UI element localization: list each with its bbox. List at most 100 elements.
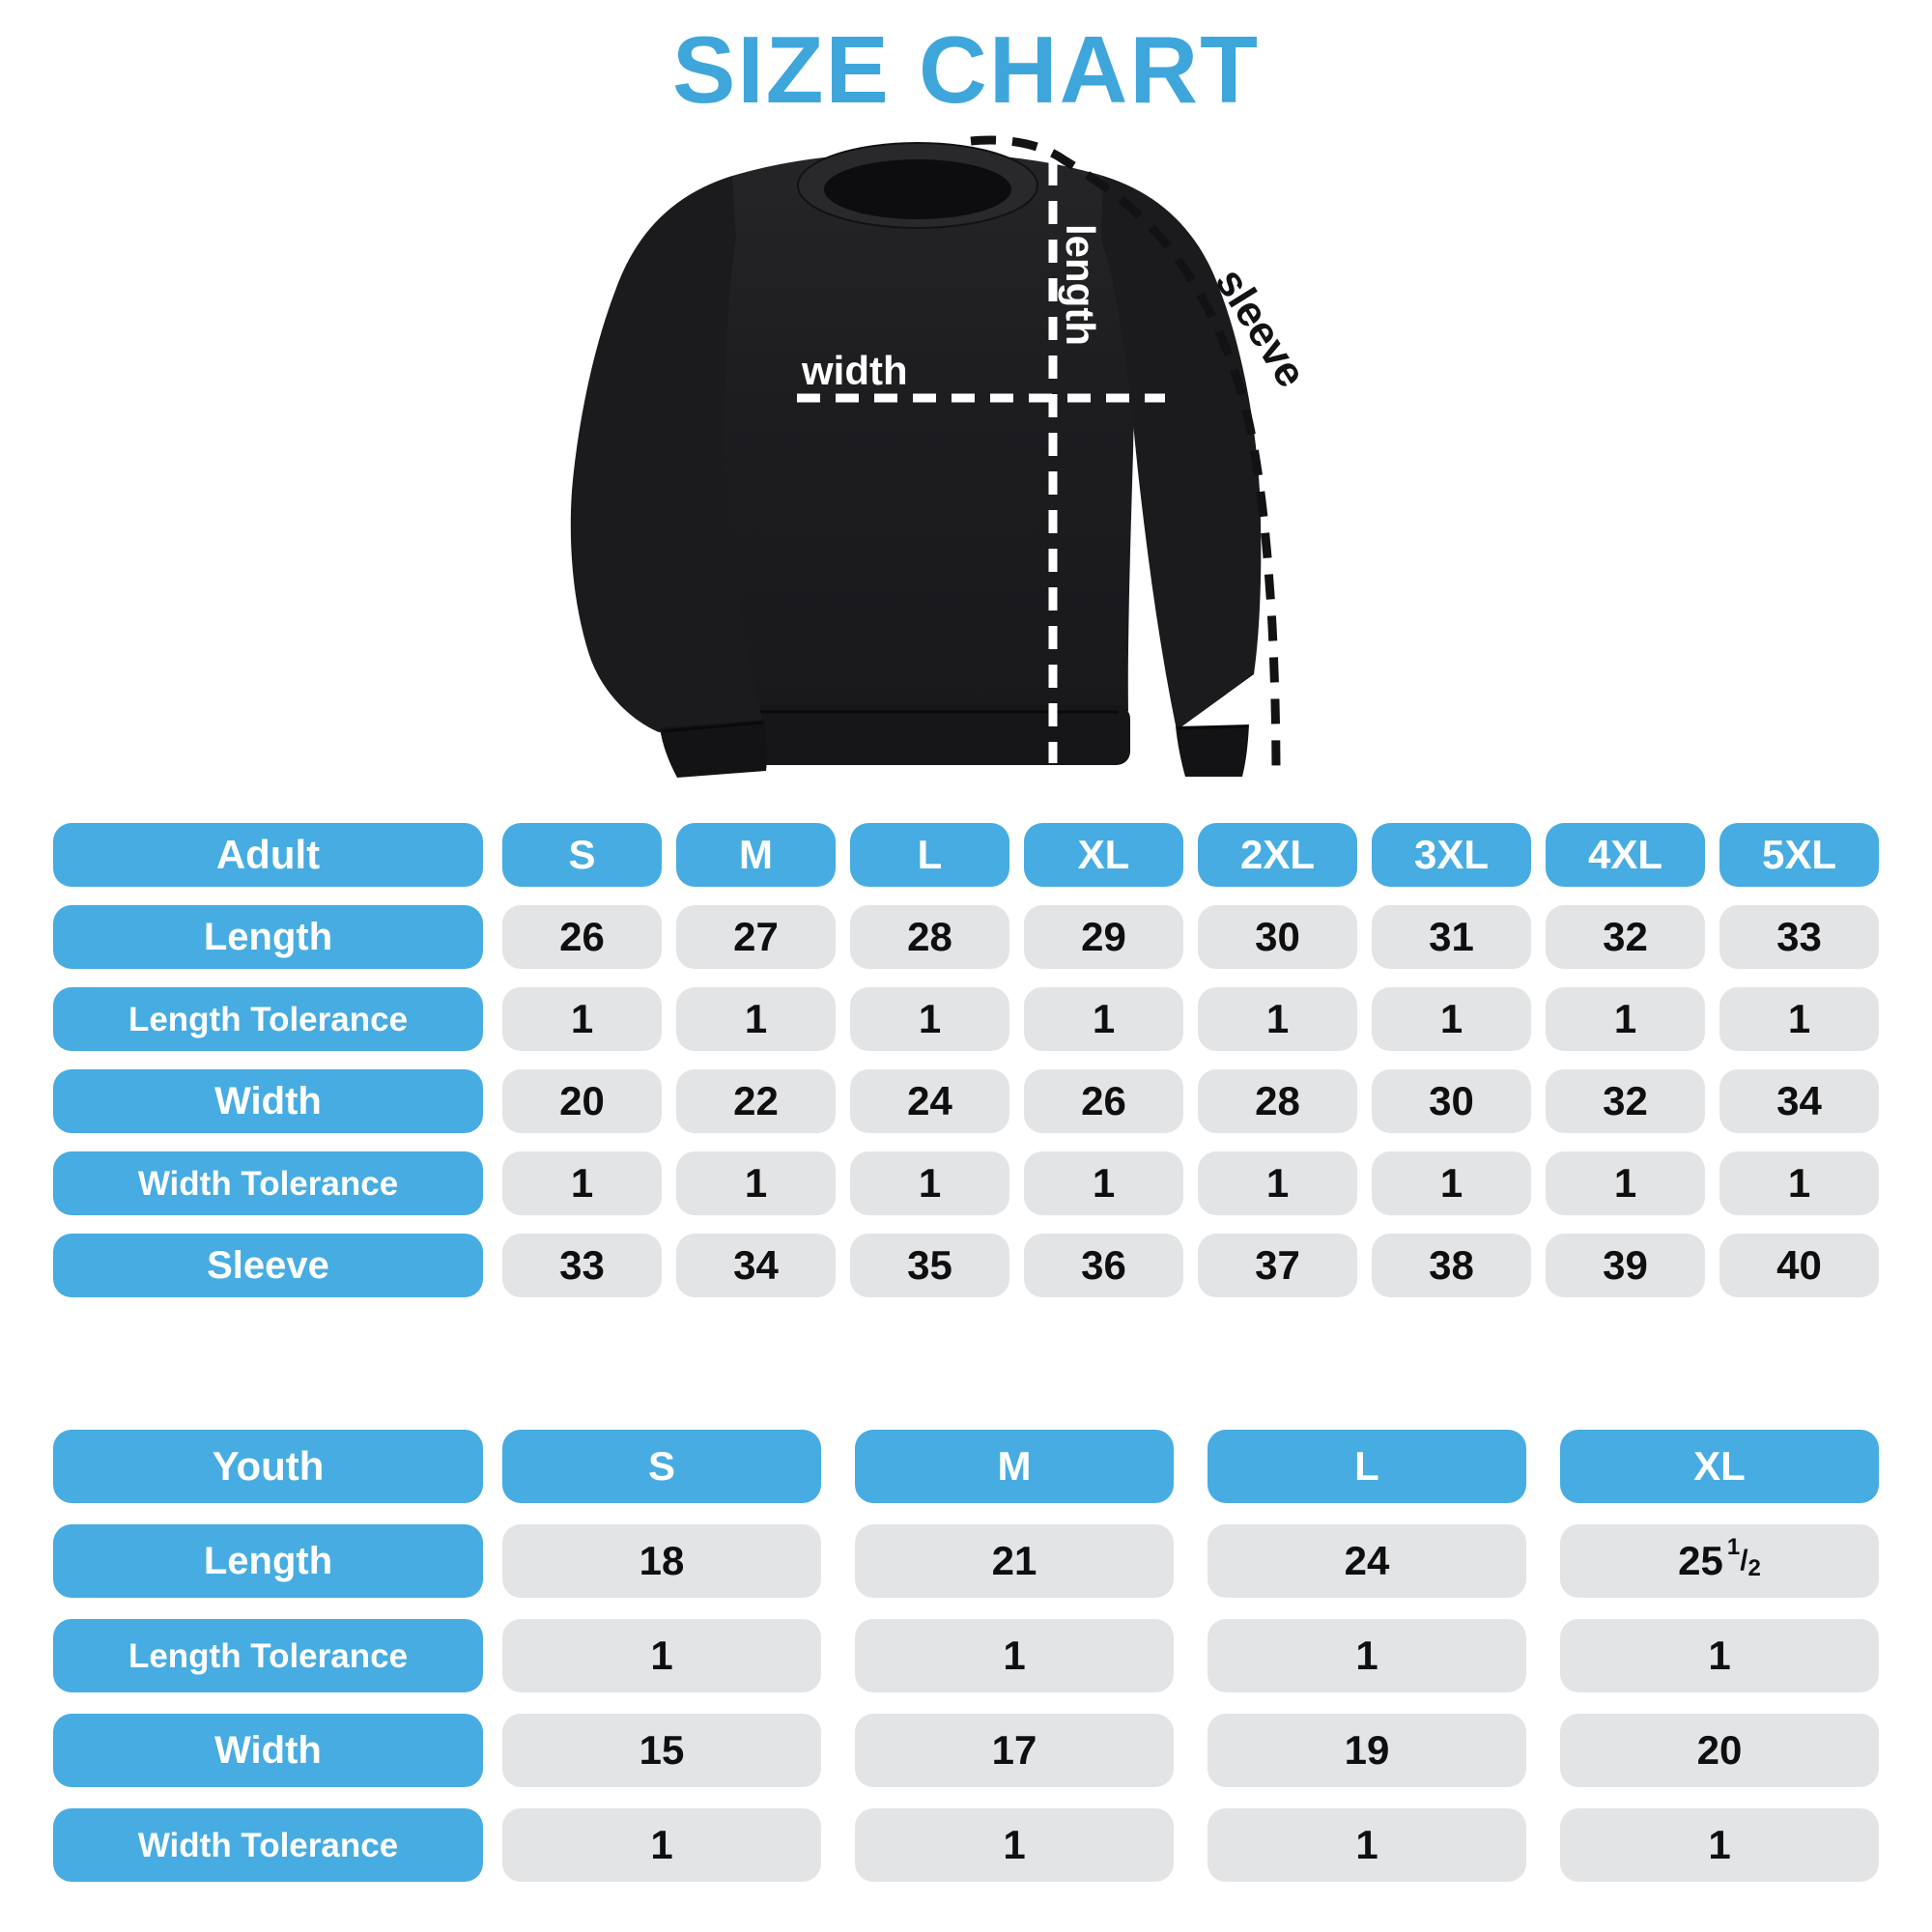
size-cell: 33 bbox=[502, 1234, 662, 1297]
adult-size-3xl: 3XL bbox=[1372, 823, 1531, 887]
size-cell: 1 bbox=[1208, 1619, 1526, 1692]
size-cell: 1 bbox=[502, 987, 662, 1051]
size-cell: 20 bbox=[502, 1069, 662, 1133]
size-cell: 27 bbox=[676, 905, 836, 969]
youth-size-xl: XL bbox=[1560, 1430, 1879, 1503]
size-cell: 1 bbox=[1546, 1151, 1705, 1215]
row-label-pill: Length bbox=[53, 905, 483, 969]
adult-width-tolerance-row: Width Tolerance 1 1 1 1 1 1 1 1 bbox=[53, 1151, 1879, 1215]
adult-size-xl: XL bbox=[1024, 823, 1183, 887]
size-cell: 17 bbox=[855, 1714, 1174, 1787]
size-cell: 1 bbox=[1024, 987, 1183, 1051]
size-cell: 25 1/2 bbox=[1560, 1524, 1879, 1598]
youth-length-tolerance-row: Length Tolerance 1 1 1 1 bbox=[53, 1619, 1879, 1692]
adult-size-l: L bbox=[850, 823, 1009, 887]
size-cell: 1 bbox=[850, 987, 1009, 1051]
size-cell: 1 bbox=[1719, 987, 1879, 1051]
size-cell: 1 bbox=[502, 1619, 821, 1692]
left-cuff-seam bbox=[662, 721, 764, 733]
size-cell: 19 bbox=[1208, 1714, 1526, 1787]
adult-length-row: Length 26 27 28 29 30 31 32 33 bbox=[53, 905, 1879, 969]
size-cell: 1 bbox=[1024, 1151, 1183, 1215]
sweatshirt-hem bbox=[705, 705, 1130, 765]
youth-size-s: S bbox=[502, 1430, 821, 1503]
adult-size-4xl: 4XL bbox=[1546, 823, 1705, 887]
size-cell: 24 bbox=[1208, 1524, 1526, 1598]
size-cell: 1 bbox=[1198, 987, 1357, 1051]
size-cell: 30 bbox=[1372, 1069, 1531, 1133]
adult-width-row: Width 20 22 24 26 28 30 32 34 bbox=[53, 1069, 1879, 1133]
size-cell: 1 bbox=[1372, 987, 1531, 1051]
size-cell: 28 bbox=[1198, 1069, 1357, 1133]
row-label-pill: Width bbox=[53, 1069, 483, 1133]
sleeve-measure-line bbox=[970, 135, 1281, 779]
adult-size-5xl: 5XL bbox=[1719, 823, 1879, 887]
right-cuff-seam bbox=[1177, 724, 1249, 730]
sweatshirt-measurement-diagram: width length sleeve bbox=[570, 135, 1315, 779]
size-cell: 37 bbox=[1198, 1234, 1357, 1297]
size-cell: 39 bbox=[1546, 1234, 1705, 1297]
size-cell: 1 bbox=[1546, 987, 1705, 1051]
youth-width-row: Width 15 17 19 20 bbox=[53, 1714, 1879, 1787]
size-cell: 1 bbox=[1560, 1808, 1879, 1882]
collar-neck-opening bbox=[824, 159, 1011, 219]
adult-sleeve-row: Sleeve 33 34 35 36 37 38 39 40 bbox=[53, 1234, 1879, 1297]
size-cell: 1 bbox=[1719, 1151, 1879, 1215]
row-label-pill: Sleeve bbox=[53, 1234, 483, 1297]
size-cell: 38 bbox=[1372, 1234, 1531, 1297]
size-cell: 1 bbox=[1560, 1619, 1879, 1692]
length-label: length bbox=[1058, 224, 1103, 346]
row-label-pill: Length bbox=[53, 1524, 483, 1598]
size-cell: 31 bbox=[1372, 905, 1531, 969]
size-cell: 30 bbox=[1198, 905, 1357, 969]
size-cell: 1 bbox=[1208, 1808, 1526, 1882]
size-cell: 1 bbox=[676, 987, 836, 1051]
size-cell: 33 bbox=[1719, 905, 1879, 969]
size-cell: 40 bbox=[1719, 1234, 1879, 1297]
youth-width-tolerance-row: Width Tolerance 1 1 1 1 bbox=[53, 1808, 1879, 1882]
size-cell: 20 bbox=[1560, 1714, 1879, 1787]
size-cell: 34 bbox=[676, 1234, 836, 1297]
left-cuff bbox=[660, 720, 768, 778]
size-cell: 1 bbox=[1372, 1151, 1531, 1215]
page-title: SIZE CHART bbox=[672, 16, 1260, 123]
size-cell: 26 bbox=[1024, 1069, 1183, 1133]
adult-header-pill: Adult bbox=[53, 823, 483, 887]
size-cell: 15 bbox=[502, 1714, 821, 1787]
right-cuff bbox=[1176, 724, 1249, 777]
size-cell: 1 bbox=[850, 1151, 1009, 1215]
youth-size-m: M bbox=[855, 1430, 1174, 1503]
row-label-pill: Length Tolerance bbox=[53, 987, 483, 1051]
adult-header-row: Adult S M L XL 2XL 3XL 4XL 5XL bbox=[53, 823, 1879, 887]
size-cell: 29 bbox=[1024, 905, 1183, 969]
sweatshirt-left-sleeve bbox=[570, 176, 763, 732]
size-cell: 1 bbox=[502, 1151, 662, 1215]
youth-size-l: L bbox=[1208, 1430, 1526, 1503]
size-cell: 21 bbox=[855, 1524, 1174, 1598]
row-label-pill: Width Tolerance bbox=[53, 1808, 483, 1882]
size-cell: 35 bbox=[850, 1234, 1009, 1297]
size-cell: 26 bbox=[502, 905, 662, 969]
size-cell: 1 bbox=[1198, 1151, 1357, 1215]
size-cell: 28 bbox=[850, 905, 1009, 969]
adult-size-m: M bbox=[676, 823, 836, 887]
size-cell: 32 bbox=[1546, 1069, 1705, 1133]
sweatshirt-body bbox=[701, 153, 1134, 711]
row-label-pill: Width Tolerance bbox=[53, 1151, 483, 1215]
size-cell: 1 bbox=[502, 1808, 821, 1882]
adult-length-tolerance-row: Length Tolerance 1 1 1 1 1 1 1 1 bbox=[53, 987, 1879, 1051]
width-label: width bbox=[801, 348, 908, 393]
row-label-pill: Width bbox=[53, 1714, 483, 1787]
youth-length-row: Length 18 21 24 25 1/2 bbox=[53, 1524, 1879, 1598]
size-cell: 18 bbox=[502, 1524, 821, 1598]
size-cell: 1 bbox=[855, 1808, 1174, 1882]
adult-size-2xl: 2XL bbox=[1198, 823, 1357, 887]
size-cell: 36 bbox=[1024, 1234, 1183, 1297]
row-label-pill: Length Tolerance bbox=[53, 1619, 483, 1692]
youth-header-row: Youth S M L XL bbox=[53, 1430, 1879, 1503]
size-cell: 32 bbox=[1546, 905, 1705, 969]
youth-header-pill: Youth bbox=[53, 1430, 483, 1503]
size-cell: 24 bbox=[850, 1069, 1009, 1133]
size-cell: 34 bbox=[1719, 1069, 1879, 1133]
